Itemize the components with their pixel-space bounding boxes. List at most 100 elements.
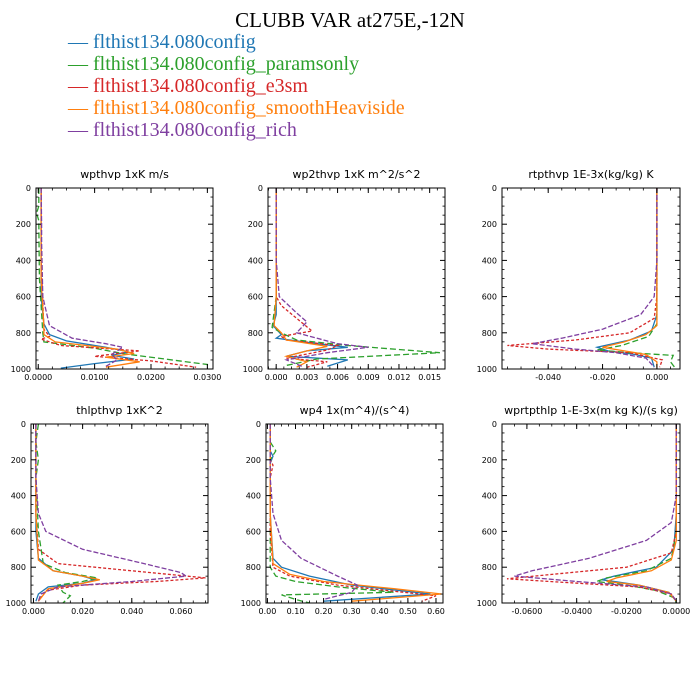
y-tick-label: 200	[246, 456, 261, 465]
y-tick-label: 600	[482, 527, 497, 536]
legend: — flthist134.080config — flthist134.080co…	[68, 31, 405, 141]
series-line	[275, 188, 369, 367]
x-tick-label: 0.015	[418, 373, 441, 382]
panel-6: wprtpthlp 1-E-3x(m kg K)/(s kg) 0 200 400 60…	[477, 404, 691, 616]
panel-title: wpthvp 1xK m/s	[80, 168, 169, 181]
legend-entry: — flthist134.080config_e3sm	[68, 75, 308, 97]
y-tick-label: 200	[11, 456, 26, 465]
x-tick-label: 0.40	[371, 607, 389, 616]
y-tick-label: 400	[482, 256, 497, 265]
legend-entry: — flthist134.080config	[68, 31, 256, 53]
x-tick-label: 0.003	[295, 373, 318, 382]
panel-2: wp2thvp 1xK m^2/s^2020040060080010000.00…	[243, 168, 446, 382]
x-tick-label: -0.0600	[511, 607, 542, 616]
y-tick-label: 1000	[477, 599, 497, 608]
x-tick-label: 0.0300	[193, 373, 221, 382]
x-tick-label: -0.0200	[611, 607, 642, 616]
x-tick-label: 0.012	[388, 373, 411, 382]
x-tick-label: 0.060	[170, 607, 193, 616]
series-line	[514, 424, 677, 602]
x-tick-label: 0.040	[120, 607, 143, 616]
series-line	[507, 188, 664, 368]
x-tick-label: 0.50	[399, 607, 417, 616]
y-tick-label: 0	[492, 420, 497, 429]
series-line	[36, 188, 209, 369]
series-line	[35, 424, 98, 602]
y-tick-label: 800	[482, 329, 497, 338]
series-line	[269, 424, 437, 602]
series-line	[272, 188, 348, 367]
series-line	[596, 424, 677, 603]
y-tick-label: 0	[26, 184, 31, 193]
series-line	[275, 188, 341, 368]
y-tick-label: 400	[16, 256, 31, 265]
series-line	[273, 188, 328, 368]
series-line	[269, 424, 359, 601]
y-tick-label: 600	[248, 293, 263, 302]
x-tick-label: 0.10	[287, 607, 305, 616]
panel-3: rtpthvp 1E-3x(kg/kg) K 0 200 400 600 800 1000 -…	[477, 168, 681, 382]
series-line	[602, 188, 658, 368]
series-line	[35, 424, 206, 602]
series-line	[271, 188, 440, 367]
plot-frame	[501, 187, 681, 370]
x-tick-label: -0.020	[590, 373, 616, 382]
y-tick-label: 1000	[11, 365, 31, 374]
y-tick-label: 1000	[241, 599, 261, 608]
series-line	[606, 424, 677, 602]
x-tick-label: 0.0200	[137, 373, 165, 382]
series-line	[269, 424, 431, 602]
x-tick-label: 0.20	[315, 607, 333, 616]
y-tick-label: 400	[482, 492, 497, 501]
y-tick-label: 600	[246, 527, 261, 536]
y-tick-label: 0	[258, 184, 263, 193]
plot-frame	[501, 423, 681, 604]
x-tick-label: -0.0400	[561, 607, 592, 616]
legend-entry: — flthist134.080config_paramsonly	[68, 53, 360, 75]
series-line	[35, 424, 98, 603]
x-tick-label: 0.0100	[81, 373, 109, 382]
x-tick-label: 0.000	[265, 373, 288, 382]
x-tick-label: 0.60	[427, 607, 445, 616]
y-tick-label: 800	[16, 329, 31, 338]
y-tick-label: 600	[11, 527, 26, 536]
series-line	[35, 424, 188, 602]
panel-title: thlpthvp 1xK^2	[76, 404, 163, 417]
panel-title: rtpthvp 1E-3x(kg/kg) K	[528, 168, 654, 181]
series-line	[601, 424, 677, 602]
y-tick-label: 0	[21, 420, 26, 429]
series-line	[35, 424, 100, 602]
y-tick-label: 0	[256, 420, 261, 429]
series-line	[269, 424, 442, 602]
panel-title: wprtpthlp 1-E-3x(m kg K)/(s kg)	[504, 404, 678, 417]
y-tick-label: 800	[246, 563, 261, 572]
y-tick-label: 600	[16, 293, 31, 302]
y-tick-label: 200	[16, 220, 31, 229]
panel-title: wp4 1x(m^4)/(s^4)	[300, 404, 410, 417]
y-tick-label: 1000	[243, 365, 263, 374]
y-tick-label: 400	[248, 256, 263, 265]
x-tick-label: 0.006	[326, 373, 349, 382]
y-tick-label: 0	[492, 184, 497, 193]
y-tick-label: 1000	[6, 599, 26, 608]
x-tick-label: -0.040	[535, 373, 561, 382]
y-tick-label: 200	[248, 220, 263, 229]
y-tick-label: 800	[11, 563, 26, 572]
y-tick-label: 800	[482, 563, 497, 572]
y-tick-label: 200	[482, 456, 497, 465]
y-tick-label: 400	[246, 492, 261, 501]
legend-entry: — flthist134.080config_smoothHeaviside	[68, 97, 405, 119]
panel-title: wp2thvp 1xK m^2/s^2	[292, 168, 420, 181]
y-tick-label: 600	[482, 293, 497, 302]
x-tick-label: 0.020	[71, 607, 94, 616]
x-tick-label: 0.000	[22, 607, 45, 616]
series-line	[531, 188, 658, 368]
y-tick-label: 1000	[477, 365, 497, 374]
y-tick-label: 400	[11, 492, 26, 501]
legend-entry: — flthist134.080config_rich	[68, 119, 297, 141]
x-tick-label: 0.0000	[24, 373, 52, 382]
